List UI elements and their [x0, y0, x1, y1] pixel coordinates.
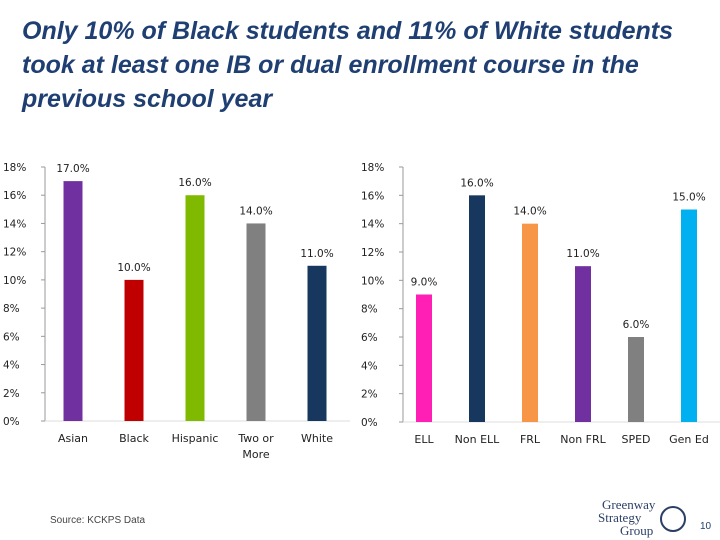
y-tick-label: 2% — [361, 389, 378, 401]
race-chart-svg: 0% 2% 4% 6% 8% 10% 12% 14% 16% 18% 17.0% Asian 10.0%… — [3, 162, 350, 461]
category-label: Non ELL — [455, 433, 501, 446]
bar-value-label: 11.0% — [566, 248, 599, 260]
logo-emblem-icon — [660, 506, 686, 532]
bar — [522, 223, 538, 422]
bar — [575, 266, 591, 422]
logo-line-1: Greenway — [602, 497, 656, 512]
bar — [416, 294, 432, 422]
race-chart: 0% 2% 4% 6% 8% 10% 12% 14% 16% 18% 17.0% Asian 10.0%… — [0, 155, 360, 465]
y-tick-label: 16% — [361, 190, 384, 202]
category-label: Asian — [58, 432, 88, 445]
y-tick-label: 4% — [3, 360, 20, 372]
y-tick-label: 0% — [361, 417, 378, 429]
category-label: White — [301, 432, 333, 445]
y-tick-label: 6% — [361, 332, 378, 344]
y-tick-label: 8% — [3, 303, 20, 315]
y-tick-label: 14% — [361, 219, 384, 231]
y-tick-label: 10% — [3, 275, 26, 287]
bar-value-label: 6.0% — [623, 319, 650, 331]
bar-value-label: 16.0% — [460, 177, 493, 189]
logo-line-2: Strategy — [598, 510, 642, 525]
bar — [246, 223, 266, 421]
y-tick-label: 14% — [3, 218, 26, 230]
category-label: Gen Ed — [669, 433, 709, 446]
bar-value-label: 11.0% — [300, 248, 333, 260]
bar-value-label: 15.0% — [672, 192, 705, 204]
subgroup-chart: 0% 2% 4% 6% 8% 10% 12% 14% 16% 18% 9.0% ELL 16.0% Non… — [358, 155, 720, 465]
bar-value-label: 9.0% — [411, 277, 438, 289]
category-label: SPED — [621, 433, 650, 446]
page-number: 10 — [700, 521, 712, 532]
bar-value-label: 14.0% — [239, 205, 272, 217]
bar — [185, 195, 205, 421]
y-tick-label: 12% — [361, 247, 384, 259]
bar — [628, 337, 644, 422]
company-logo: Greenway Strategy Group — [596, 496, 686, 540]
bar — [681, 209, 697, 422]
bar — [63, 181, 83, 421]
bar-value-label: 16.0% — [178, 177, 211, 189]
logo-line-3: Group — [620, 523, 654, 538]
bar-value-label: 10.0% — [117, 262, 150, 274]
category-label: FRL — [520, 433, 541, 446]
subgroup-chart-svg: 0% 2% 4% 6% 8% 10% 12% 14% 16% 18% 9.0% ELL 16.0% Non… — [361, 162, 720, 446]
y-tick-label: 18% — [361, 162, 384, 174]
y-tick-label: 16% — [3, 190, 26, 202]
category-label: ELL — [414, 433, 434, 446]
y-tick-label: 18% — [3, 162, 26, 174]
category-label: Black — [119, 432, 149, 445]
category-label: Non FRL — [560, 433, 606, 446]
bar — [124, 279, 144, 421]
y-tick-label: 6% — [3, 331, 20, 343]
bar — [307, 265, 327, 421]
bar — [469, 195, 485, 422]
y-tick-label: 12% — [3, 247, 26, 259]
bar-value-label: 17.0% — [56, 163, 89, 175]
slide-title: Only 10% of Black students and 11% of Wh… — [22, 17, 674, 113]
category-label: Hispanic — [172, 432, 219, 445]
bar-value-label: 14.0% — [513, 206, 546, 218]
y-tick-label: 10% — [361, 275, 384, 287]
y-tick-label: 2% — [3, 388, 20, 400]
y-tick-label: 4% — [361, 360, 378, 372]
y-tick-label: 8% — [361, 304, 378, 316]
source-note: Source: KCKPS Data — [50, 515, 146, 526]
y-tick-label: 0% — [3, 416, 20, 428]
category-label: Two or More — [237, 432, 274, 461]
